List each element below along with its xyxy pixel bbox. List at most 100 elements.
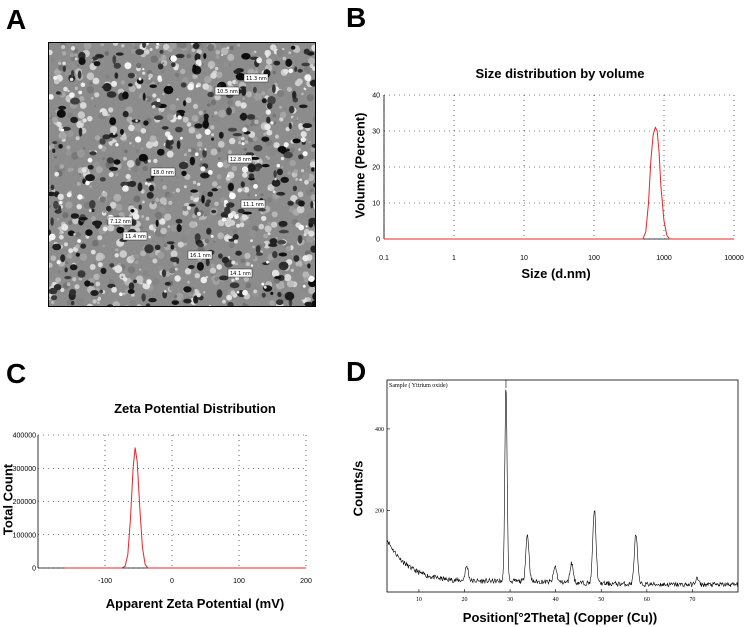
particle-dark — [155, 219, 159, 227]
grain-light — [68, 220, 73, 225]
grain-bright — [180, 136, 183, 140]
grain-light — [204, 75, 212, 84]
grain-light — [306, 213, 311, 218]
grain-light — [214, 201, 219, 207]
grain-bright — [115, 143, 119, 147]
particle-dark — [290, 45, 296, 50]
particle-dark — [235, 250, 242, 256]
grain-light — [261, 242, 266, 248]
grain-light — [254, 194, 257, 197]
particle-dark — [53, 200, 59, 210]
scale-label-box — [240, 199, 266, 209]
grain-light — [126, 116, 133, 123]
grain-light — [271, 269, 280, 278]
y-tick-label: 400 — [375, 427, 384, 433]
grain-light — [57, 217, 60, 221]
grain-light — [215, 50, 221, 55]
particle-dark — [89, 200, 96, 209]
grain-light — [113, 193, 122, 202]
particle-dark — [70, 213, 80, 219]
grain-light — [282, 47, 285, 51]
particle-dark — [298, 200, 305, 207]
grain-bright — [186, 206, 191, 210]
particle-dark — [49, 287, 58, 295]
particle-dark — [308, 217, 315, 225]
grain-light — [257, 256, 261, 260]
grain-light — [170, 250, 178, 258]
grain-light — [55, 228, 60, 234]
grain-light — [125, 271, 130, 276]
grain-light — [310, 147, 315, 152]
particle-dark — [193, 295, 199, 304]
grain-light — [94, 92, 100, 98]
x-tick-label: 50 — [598, 597, 604, 603]
grain-bright — [147, 159, 151, 163]
grain-light — [313, 206, 315, 209]
grain-light — [189, 221, 196, 229]
particle-dark — [162, 291, 168, 299]
grain-light — [67, 98, 71, 103]
scale-label-box — [122, 231, 148, 241]
grain-light — [74, 53, 78, 57]
grain-light — [82, 118, 87, 123]
grain-light — [245, 91, 253, 98]
particle-dark — [102, 82, 112, 92]
grain-light — [219, 195, 222, 198]
particle-dark — [200, 172, 210, 179]
grain-light — [153, 158, 158, 164]
particle-dark — [70, 116, 78, 123]
x-tick-label: 0.1 — [379, 255, 389, 262]
particle-dark — [255, 252, 263, 256]
grain-light — [70, 56, 76, 61]
grain-light — [75, 244, 80, 249]
x-tick-label: 40 — [553, 597, 559, 603]
grain-bright — [61, 223, 69, 231]
grain-light — [129, 121, 133, 125]
grain-light — [125, 305, 128, 306]
grain-light — [249, 229, 257, 238]
grain-light — [276, 256, 281, 261]
particle-dark — [51, 295, 58, 301]
x-tick-label: 10 — [416, 597, 422, 603]
particle-dark — [107, 304, 114, 306]
grain-light — [272, 121, 277, 125]
grain-bright — [194, 152, 199, 156]
grain-light — [306, 94, 314, 102]
grain-bright — [174, 275, 181, 282]
particle-dark — [165, 141, 171, 149]
grain-bright — [166, 150, 174, 158]
particle-dark — [58, 105, 67, 110]
particle-dark — [188, 265, 195, 269]
grain-light — [210, 99, 217, 106]
grain-light — [214, 93, 221, 101]
grain-light — [297, 191, 304, 198]
grain-light — [210, 263, 215, 268]
scale-label-box — [227, 154, 253, 164]
particle-dark — [85, 229, 93, 237]
grain-light — [229, 45, 234, 51]
grain-light — [295, 266, 302, 272]
xrd-pattern — [386, 389, 738, 588]
particle-dark — [161, 269, 167, 277]
particle-dark — [272, 251, 278, 259]
grain-bright — [196, 292, 201, 298]
grain-light — [89, 264, 96, 270]
grain-light — [133, 195, 141, 203]
chart-d-ylabel: Counts/s — [350, 460, 366, 517]
grain-light — [254, 70, 258, 74]
grain-light — [214, 111, 218, 115]
grain-light — [173, 247, 177, 250]
particle-dark — [178, 161, 189, 170]
grain-light — [265, 155, 268, 158]
grain-light — [245, 140, 249, 144]
x-tick-label: -100 — [98, 578, 112, 585]
grain-bright — [87, 157, 93, 163]
grain-light — [292, 116, 298, 121]
y-tick-label: 10 — [372, 201, 380, 208]
grain-light — [69, 62, 76, 69]
size-annotation: 11.1 nm — [243, 202, 264, 208]
grain-light — [252, 245, 255, 249]
grain-light — [217, 157, 221, 160]
grain-bright — [240, 102, 247, 109]
grain-bright — [235, 276, 239, 281]
